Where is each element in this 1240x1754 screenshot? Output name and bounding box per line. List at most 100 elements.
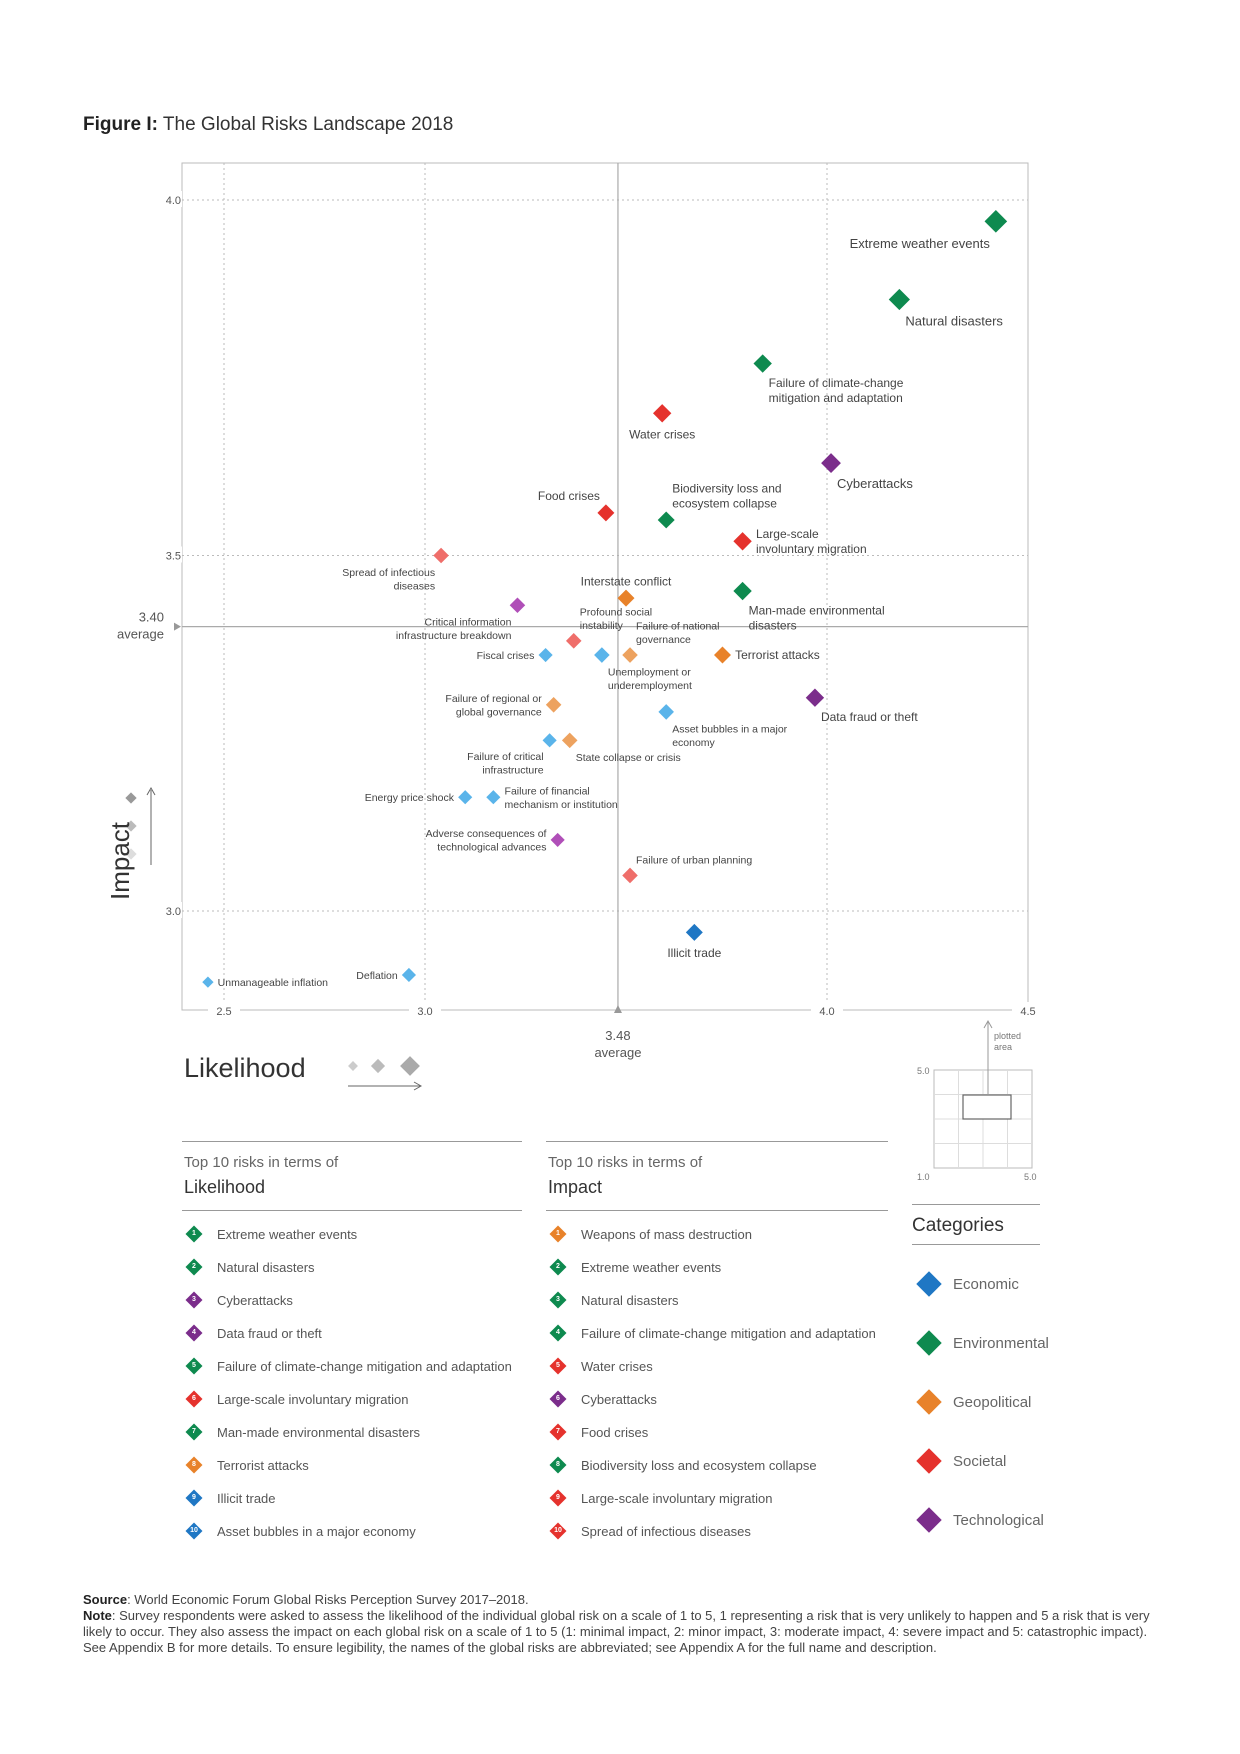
point-man-made-environmental-disasters — [733, 581, 752, 601]
rank-number: 6 — [192, 1395, 196, 1402]
rank-number: 1 — [192, 1230, 196, 1237]
average-x-arrow — [613, 1005, 622, 1013]
point-failure-of-climate-change-mitigation-and-adaptation — [753, 354, 772, 373]
point-label: Food crises — [538, 489, 600, 503]
rank-item: Man-made environmental disasters — [217, 1425, 421, 1440]
point-label: governance — [636, 634, 691, 646]
point-asset-bubbles-in-a-major-economy — [658, 704, 674, 720]
rank-number: 7 — [556, 1428, 560, 1435]
point-label: infrastructure — [482, 765, 543, 777]
point-label: Failure of financial — [505, 785, 590, 797]
x-tick-label: 2.5 — [216, 1006, 231, 1018]
figure-title-bold: Figure I: — [83, 114, 158, 135]
likelihood-size-diamond-1 — [370, 1058, 386, 1074]
impact-panel-title: Impact — [548, 1177, 603, 1197]
point-data-fraud-or-theft — [805, 688, 825, 707]
rank-item: Terrorist attacks — [217, 1458, 309, 1473]
point-label: Spread of infectious — [342, 567, 435, 579]
rank-number: 4 — [556, 1329, 560, 1336]
point-label: ecosystem collapse — [672, 496, 777, 510]
y-tick-label: 3.0 — [166, 906, 181, 918]
point-label: Deflation — [356, 970, 398, 982]
point-biodiversity-loss-and-ecosystem-collapse — [657, 511, 675, 529]
likelihood-panel-title: Likelihood — [184, 1177, 266, 1197]
category-label-geopolitical: Geopolitical — [953, 1394, 1032, 1411]
point-label: Energy price shock — [365, 792, 455, 804]
point-label: global governance — [456, 707, 542, 719]
point-label: Failure of urban planning — [636, 855, 752, 867]
rank-item: Natural disasters — [217, 1260, 315, 1275]
point-label: diseases — [394, 580, 435, 592]
rank-number: 10 — [554, 1527, 562, 1534]
likelihood-size-diamond-0 — [348, 1061, 358, 1071]
rank-number: 3 — [556, 1296, 560, 1303]
x-tick-bg — [811, 1002, 843, 1018]
y-tick-label: 3.5 — [166, 551, 181, 563]
likelihood-panel-head: Top 10 risks in terms of — [184, 1154, 339, 1171]
point-label: Failure of regional or — [445, 693, 542, 705]
point-label: involuntary migration — [756, 542, 867, 556]
footer-note-label: Note — [83, 1608, 112, 1623]
point-illicit-trade — [685, 923, 703, 941]
x-axis-label: Likelihood — [184, 1053, 306, 1083]
point-label: Unmanageable inflation — [218, 977, 328, 989]
point-cyberattacks — [821, 453, 841, 473]
point-failure-of-national-governance — [622, 647, 638, 663]
rank-number: 10 — [190, 1527, 198, 1534]
rank-item: Large-scale involuntary migration — [217, 1392, 409, 1407]
inset-bl-label: 1.0 — [917, 1172, 930, 1182]
categories-bottom-rule — [912, 1244, 1040, 1245]
rank-item: Failure of climate-change mitigation and… — [217, 1359, 512, 1374]
average-y-value: 3.40 — [139, 610, 164, 625]
rank-item: Cyberattacks — [217, 1293, 293, 1308]
rank-number: 5 — [556, 1362, 560, 1369]
point-adverse-consequences-of-technological-advances — [550, 832, 565, 847]
point-label: Natural disasters — [905, 313, 1003, 328]
point-label: technological advances — [437, 842, 546, 854]
point-label: Fiscal crises — [477, 650, 535, 662]
point-label: Biodiversity loss and — [672, 481, 781, 495]
point-label: infrastructure breakdown — [396, 630, 512, 642]
point-unemployment-or-underemployment — [594, 647, 610, 663]
rank-number: 4 — [192, 1329, 196, 1336]
rank-item: Extreme weather events — [581, 1260, 722, 1275]
rank-item: Extreme weather events — [217, 1227, 358, 1242]
rank-number: 8 — [556, 1461, 560, 1468]
point-state-collapse-or-crisis — [561, 732, 578, 749]
rank-item: Water crises — [581, 1359, 653, 1374]
point-label: Failure of national — [636, 621, 719, 633]
rank-item: Large-scale involuntary migration — [581, 1491, 773, 1506]
point-label: Large-scale — [756, 527, 819, 541]
rank-number: 8 — [192, 1461, 196, 1468]
point-profound-social-instability — [565, 633, 582, 649]
average-x-sub: average — [594, 1045, 641, 1060]
rank-number: 3 — [192, 1296, 196, 1303]
rank-number: 7 — [192, 1428, 196, 1435]
impact-bottom-rule — [546, 1210, 888, 1211]
figure-title: Figure I: The Global Risks Landscape 201… — [83, 114, 453, 136]
inset-br-label: 5.0 — [1024, 1172, 1037, 1182]
category-label-technological: Technological — [953, 1512, 1044, 1529]
point-label: Illicit trade — [667, 946, 721, 960]
point-failure-of-regional-or-global-governance — [545, 697, 562, 713]
point-label: instability — [580, 620, 624, 632]
point-label: Water crises — [629, 428, 695, 442]
point-failure-of-urban-planning — [622, 867, 638, 884]
likelihood-top-rule — [182, 1141, 522, 1142]
point-label: State collapse or crisis — [576, 752, 681, 764]
x-tick-bg — [208, 1002, 240, 1018]
point-label: Interstate conflict — [581, 575, 672, 589]
point-label: Unemployment or — [608, 666, 691, 678]
likelihood-arrow-head — [413, 1081, 423, 1091]
inset-label-plotted: plotted — [994, 1031, 1021, 1041]
rank-item: Failure of climate-change mitigation and… — [581, 1326, 876, 1341]
point-label: mitigation and adaptation — [769, 391, 903, 405]
rank-number: 6 — [556, 1395, 560, 1402]
point-label: Adverse consequences of — [426, 828, 547, 840]
rank-number: 2 — [556, 1263, 560, 1270]
rank-item: Natural disasters — [581, 1293, 679, 1308]
point-water-crises — [652, 404, 672, 423]
point-interstate-conflict — [617, 589, 635, 607]
point-unmanageable-inflation — [202, 976, 214, 988]
